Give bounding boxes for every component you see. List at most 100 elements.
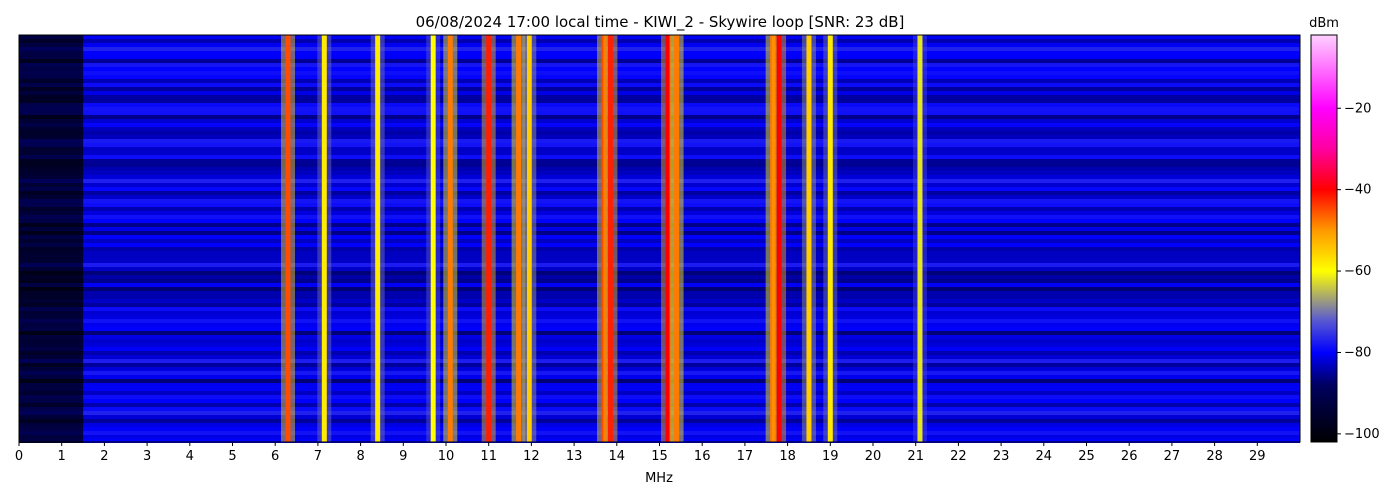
noise-row-low bbox=[19, 35, 84, 39]
noise-row-low bbox=[19, 419, 84, 423]
noise-row bbox=[83, 383, 1300, 387]
noise-row bbox=[83, 215, 1300, 219]
noise-row-low bbox=[19, 423, 84, 427]
noise-row bbox=[83, 239, 1300, 243]
noise-row bbox=[83, 419, 1300, 423]
noise-row bbox=[83, 311, 1300, 315]
noise-row bbox=[83, 47, 1300, 51]
noise-row bbox=[83, 395, 1300, 399]
noise-row-low bbox=[19, 55, 84, 59]
noise-row bbox=[83, 255, 1300, 259]
noise-row bbox=[83, 207, 1300, 211]
noise-row-low bbox=[19, 255, 84, 259]
noise-row-low bbox=[19, 167, 84, 171]
noise-row-low bbox=[19, 395, 84, 399]
noise-row-low bbox=[19, 303, 84, 307]
noise-row bbox=[83, 67, 1300, 71]
signal-band bbox=[447, 35, 453, 442]
noise-row bbox=[83, 399, 1300, 403]
noise-row-low bbox=[19, 115, 84, 119]
noise-row bbox=[83, 343, 1300, 347]
noise-row bbox=[83, 283, 1300, 287]
noise-row-low bbox=[19, 183, 84, 187]
noise-row-low bbox=[19, 271, 84, 275]
noise-row bbox=[83, 279, 1300, 283]
signal-band bbox=[776, 35, 782, 442]
noise-row bbox=[83, 287, 1300, 291]
noise-row bbox=[83, 75, 1300, 79]
noise-row-low bbox=[19, 339, 84, 343]
noise-row-low bbox=[19, 119, 84, 123]
noise-row-low bbox=[19, 59, 84, 63]
noise-row-low bbox=[19, 223, 84, 227]
signal-band bbox=[526, 35, 532, 442]
noise-row-low bbox=[19, 251, 84, 255]
noise-row-low bbox=[19, 219, 84, 223]
x-tick-label: 26 bbox=[1121, 449, 1138, 464]
noise-row-low bbox=[19, 47, 84, 51]
noise-row-low bbox=[19, 239, 84, 243]
noise-row-low bbox=[19, 279, 84, 283]
noise-row-low bbox=[19, 287, 84, 291]
x-tick-label: 27 bbox=[1164, 449, 1181, 464]
noise-row bbox=[83, 179, 1300, 183]
noise-row bbox=[83, 295, 1300, 299]
noise-row bbox=[83, 403, 1300, 407]
noise-row-low bbox=[19, 107, 84, 111]
noise-row-low bbox=[19, 63, 84, 67]
x-tick-label: 4 bbox=[186, 449, 194, 464]
noise-row bbox=[83, 271, 1300, 275]
x-axis-label: MHz bbox=[645, 471, 673, 486]
noise-row bbox=[83, 111, 1300, 115]
noise-row-low bbox=[19, 191, 84, 195]
noise-row-low bbox=[19, 215, 84, 219]
x-tick-label: 7 bbox=[314, 449, 322, 464]
noise-row bbox=[83, 99, 1300, 103]
noise-row-low bbox=[19, 259, 84, 263]
noise-row bbox=[83, 299, 1300, 303]
x-tick-label: 23 bbox=[993, 449, 1010, 464]
noise-row bbox=[83, 39, 1300, 43]
colorbar-ticks: −100 −80 −60 −40 −20 bbox=[1337, 101, 1380, 442]
signal-band bbox=[607, 35, 613, 442]
noise-row bbox=[83, 63, 1300, 67]
noise-row-low bbox=[19, 139, 84, 143]
noise-row bbox=[83, 259, 1300, 263]
x-tick-label: 20 bbox=[865, 449, 882, 464]
noise-row bbox=[83, 199, 1300, 203]
noise-row bbox=[83, 431, 1300, 435]
noise-row bbox=[83, 167, 1300, 171]
noise-row-low bbox=[19, 123, 84, 127]
x-tick-label: 17 bbox=[737, 449, 754, 464]
noise-row bbox=[83, 407, 1300, 411]
noise-row bbox=[83, 87, 1300, 91]
noise-row-low bbox=[19, 171, 84, 175]
noise-row bbox=[83, 327, 1300, 331]
signal-band bbox=[665, 35, 671, 442]
noise-row-low bbox=[19, 79, 84, 83]
x-tick-label: 29 bbox=[1249, 449, 1266, 464]
signal-bands bbox=[281, 35, 927, 442]
noise-row bbox=[83, 351, 1300, 355]
x-tick-label: 12 bbox=[523, 449, 540, 464]
noise-row-low bbox=[19, 327, 84, 331]
signal-band bbox=[285, 35, 291, 442]
x-tick-label: 6 bbox=[271, 449, 279, 464]
noise-row-low bbox=[19, 439, 84, 443]
noise-row bbox=[83, 387, 1300, 391]
signal-band bbox=[516, 35, 522, 442]
noise-row bbox=[83, 347, 1300, 351]
colorbar-tick-label: −40 bbox=[1344, 183, 1371, 198]
noise-row-low bbox=[19, 231, 84, 235]
waterfall-plot-area bbox=[18, 34, 1301, 443]
noise-row bbox=[83, 335, 1300, 339]
noise-row-low bbox=[19, 203, 84, 207]
x-tick-label: 1 bbox=[58, 449, 66, 464]
noise-row-low bbox=[19, 91, 84, 95]
noise-row-low bbox=[19, 211, 84, 215]
noise-row bbox=[83, 439, 1300, 443]
noise-row-low bbox=[19, 307, 84, 311]
noise-row-low bbox=[19, 51, 84, 55]
noise-row-low bbox=[19, 235, 84, 239]
noise-row bbox=[83, 315, 1300, 319]
